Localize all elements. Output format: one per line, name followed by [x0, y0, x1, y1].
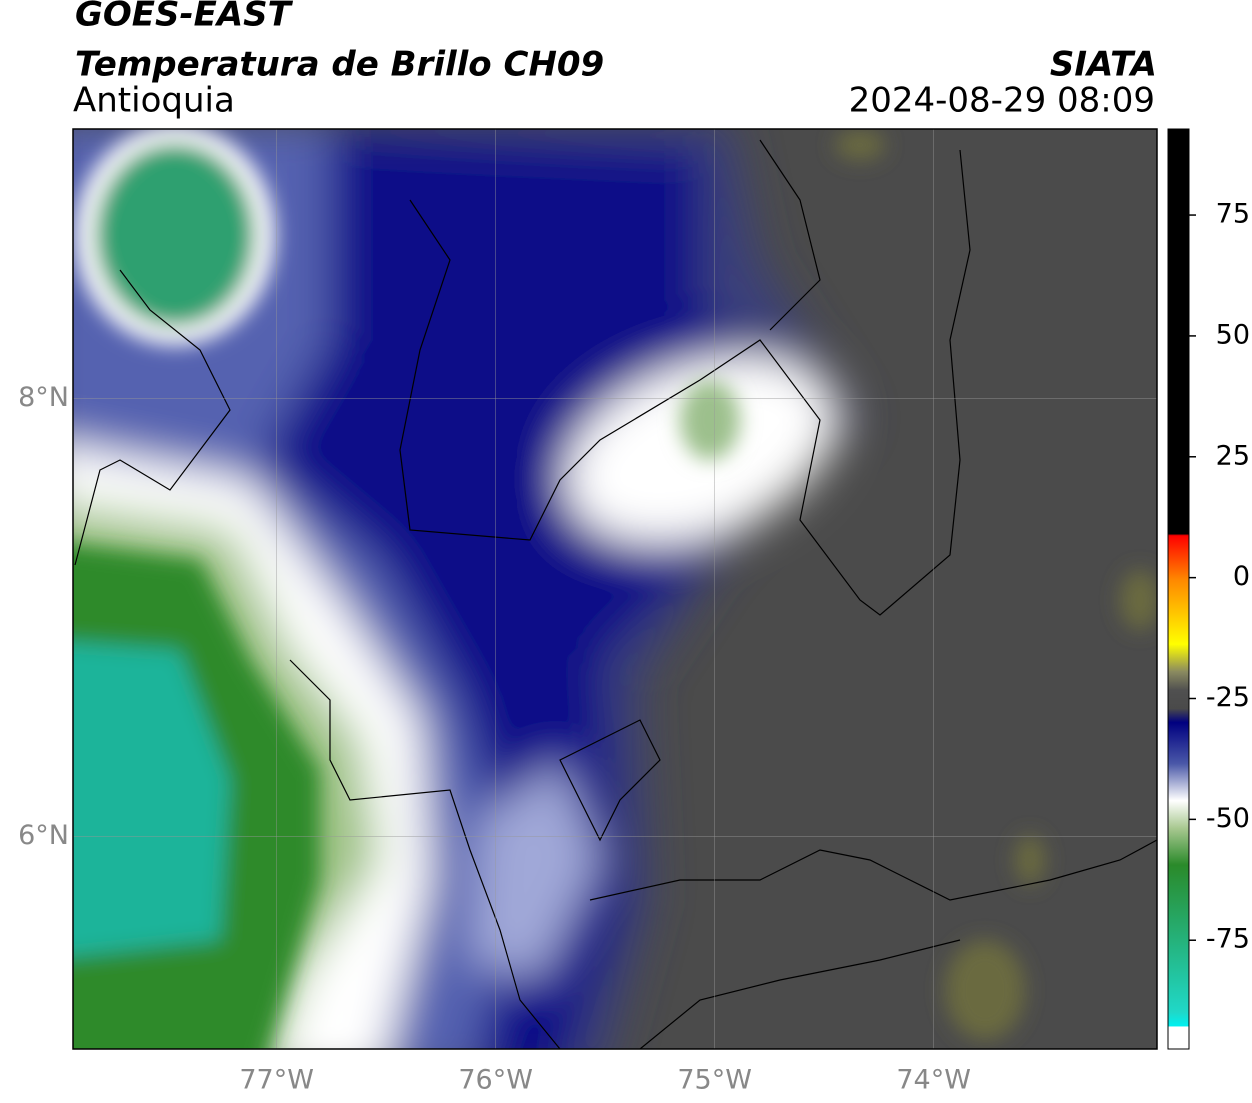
- colorbar-tick-label: 50: [1216, 319, 1250, 350]
- colorbar-tick-label: -75: [1206, 924, 1250, 955]
- grid: [73, 129, 1157, 1049]
- y-tick-label: 8°N: [18, 382, 69, 413]
- colorbar-tick-label: 25: [1216, 440, 1250, 471]
- x-tick-label: 76°W: [458, 1065, 533, 1096]
- colorbar-tick-label: -50: [1206, 803, 1250, 834]
- colorbar-tick-label: 0: [1233, 561, 1250, 592]
- source: SIATA: [1050, 45, 1157, 85]
- colorbar-tick-label: 75: [1216, 199, 1250, 230]
- satellite-image: [73, 129, 1157, 1049]
- y-tick-label: 6°N: [18, 820, 69, 851]
- colorbar: [1167, 128, 1190, 1050]
- x-tick-label: 74°W: [896, 1065, 971, 1096]
- x-tick-label: 77°W: [239, 1065, 314, 1096]
- plot-frame: [72, 128, 1158, 1050]
- datetime: 2024-08-29 08:09: [849, 81, 1155, 121]
- subtitle: Temperatura de Brillo CH09: [75, 45, 604, 85]
- title: GOES-EAST: [75, 0, 294, 35]
- x-tick-label: 75°W: [677, 1065, 752, 1096]
- region: Antioquia: [73, 81, 235, 121]
- colorbar-tick-label: -25: [1206, 682, 1250, 713]
